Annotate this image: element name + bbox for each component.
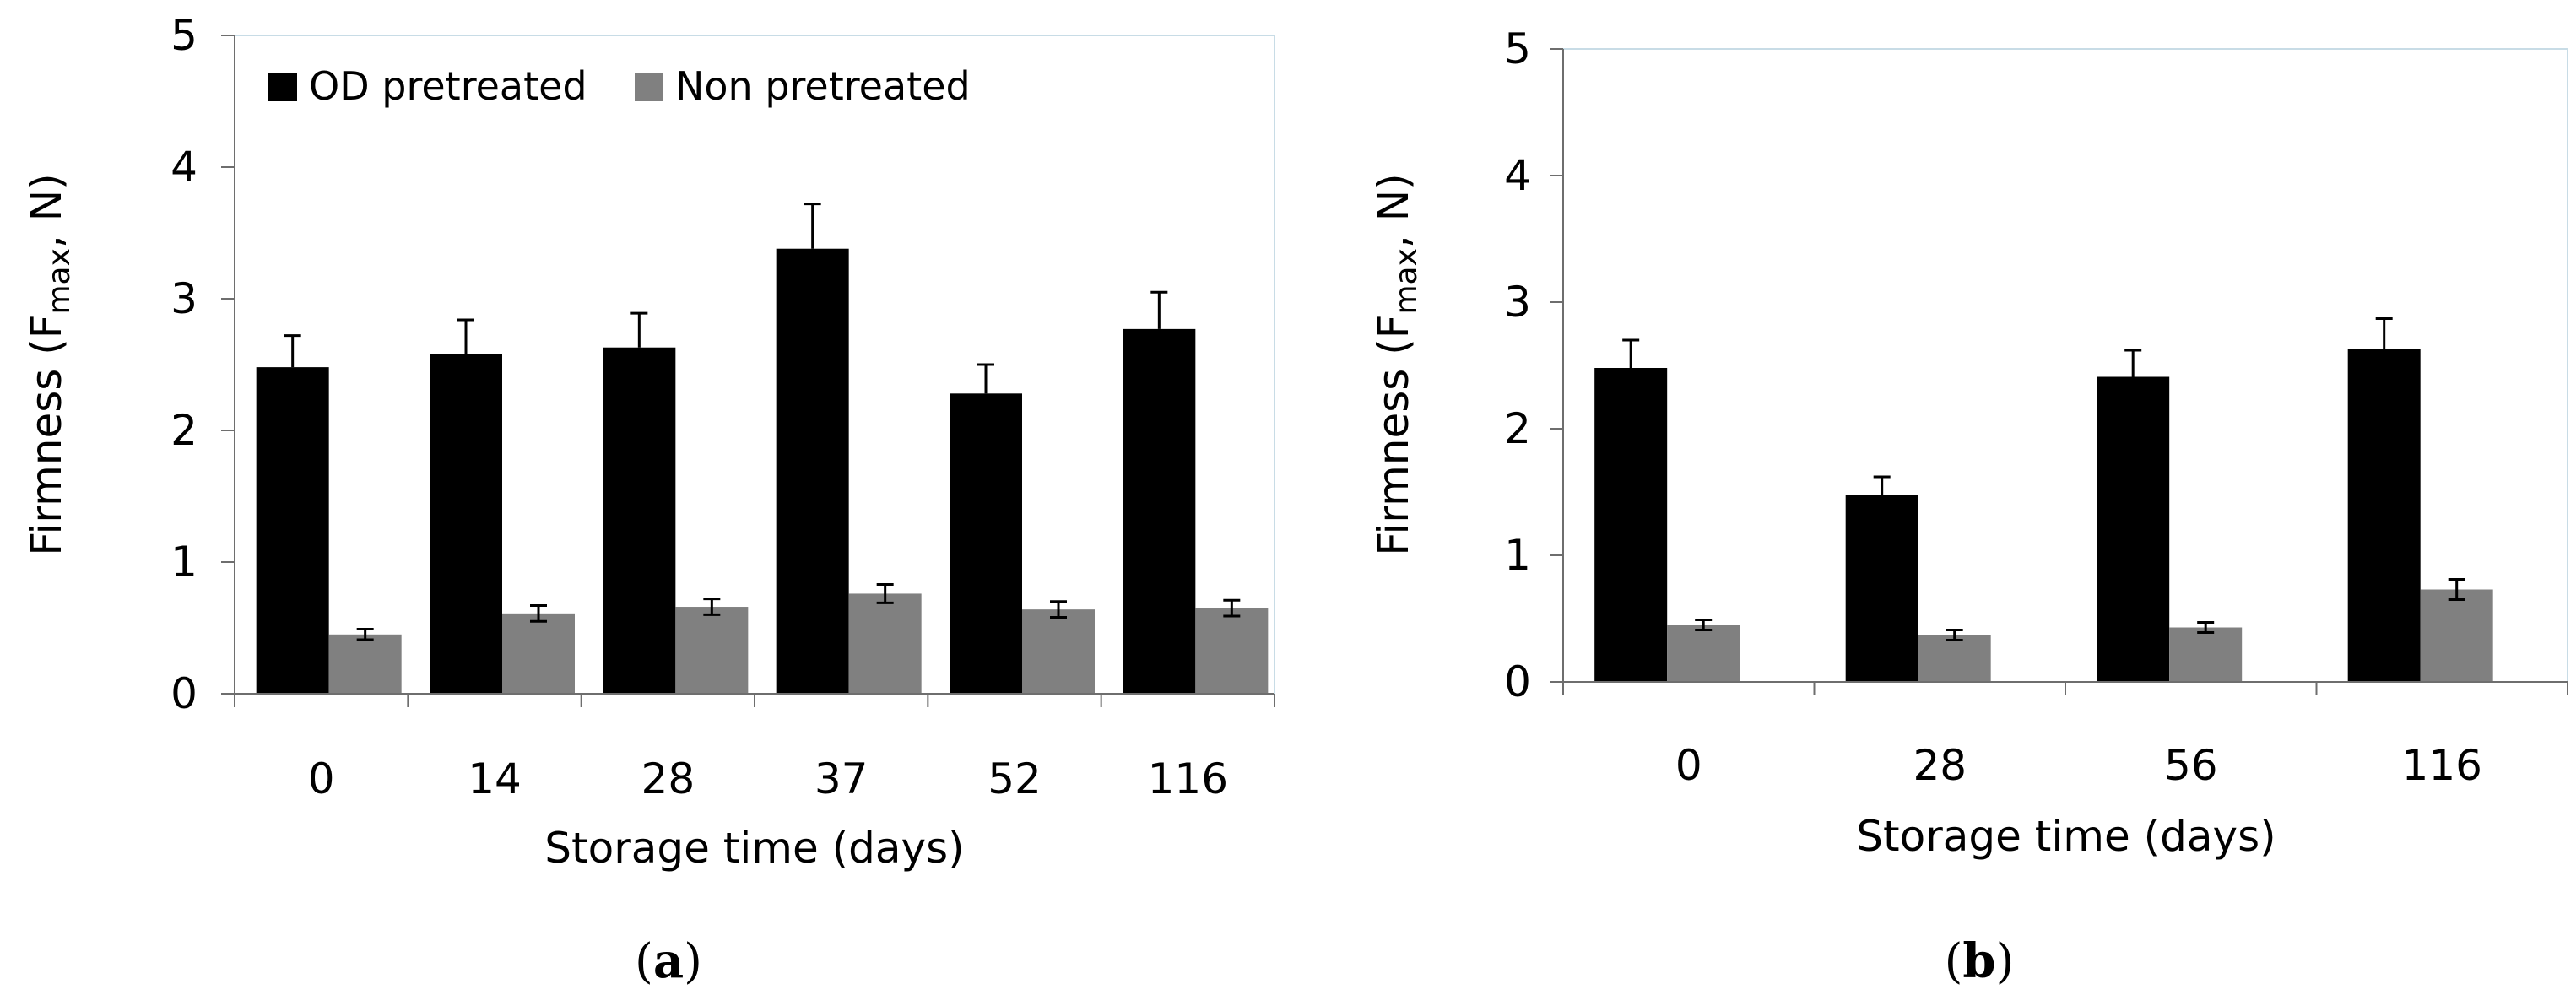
bar-non-pretreated <box>328 634 402 694</box>
y-tick-label: 2 <box>1504 404 1531 453</box>
bar-od-pretreated <box>1845 495 1918 682</box>
x-tick-label: 52 <box>988 754 1042 803</box>
panel-label-b-letter: b <box>1962 933 1995 989</box>
y-tick-label: 1 <box>170 538 198 587</box>
y-axis-title-b: Firmness (Fmax, N) <box>1369 173 1424 555</box>
plot-frame-a <box>234 35 1275 695</box>
y-tick-label: 1 <box>1504 531 1531 580</box>
legend-swatch-non <box>635 73 663 101</box>
bar-non-pretreated <box>675 607 749 694</box>
bar-od-pretreated <box>430 354 502 694</box>
bar-non-pretreated <box>848 593 922 694</box>
y-axis-title-sub-a: max <box>42 248 77 314</box>
x-tick-label: 28 <box>641 754 695 803</box>
legend: OD pretreated Non pretreated <box>268 63 971 109</box>
y-axis-title-sub-b: max <box>1389 248 1424 314</box>
y-tick-label: 3 <box>1504 278 1531 327</box>
y-axis-title-tail-b: , N) <box>1369 173 1418 248</box>
bar-non-pretreated <box>1667 625 1740 682</box>
chart-panel-a: 0 1 2 3 4 5 0 14 28 37 52 116 Firmness (Fmax, N) S… <box>22 11 1275 989</box>
y-tick-label: 4 <box>170 143 198 192</box>
x-tick-label: 14 <box>468 754 522 803</box>
y-tick-label: 0 <box>170 669 198 718</box>
x-axis-a: 0 14 28 37 52 116 <box>234 693 1275 803</box>
bar-od-pretreated <box>603 347 676 694</box>
chart-panel-b: 0 1 2 3 4 5 0 28 56 116 Firmness (Fmax, N) Stora… <box>1369 24 2568 989</box>
y-axis-title-a: Firmness (Fmax, N) <box>22 173 77 555</box>
bar-od-pretreated <box>1594 368 1668 682</box>
y-axis-title-tail-a: , N) <box>22 173 71 248</box>
y-tick-labels-b: 0 1 2 3 4 5 <box>1504 24 1564 706</box>
x-tick-label: 37 <box>814 754 869 803</box>
x-tick-label: 56 <box>2164 741 2218 790</box>
panel-label-a-letter: a <box>653 933 684 989</box>
x-axis-title-a: Storage time (days) <box>544 824 964 873</box>
y-tick-label: 5 <box>170 11 198 60</box>
x-axis-title-b: Storage time (days) <box>1856 812 2276 861</box>
y-axis-title-main-a: Firmness (F <box>22 315 71 556</box>
bar-non-pretreated <box>502 613 575 694</box>
x-tick-label: 0 <box>308 754 335 803</box>
bar-od-pretreated <box>950 393 1022 694</box>
bar-non-pretreated <box>2420 589 2493 682</box>
bar-od-pretreated <box>2097 376 2170 682</box>
legend-label-non: Non pretreated <box>675 63 971 109</box>
bar-non-pretreated <box>1022 609 1095 694</box>
bar-non-pretreated <box>2169 627 2243 682</box>
bar-od-pretreated <box>256 367 329 694</box>
bar-non-pretreated <box>1918 635 1991 682</box>
bar-od-pretreated <box>2347 349 2421 682</box>
y-tick-label: 3 <box>170 274 198 323</box>
y-axis-title-main-b: Firmness (F <box>1369 315 1418 556</box>
panel-label-b: (b) <box>1945 933 2015 989</box>
y-tick-label: 4 <box>1504 151 1531 200</box>
legend-label-od: OD pretreated <box>309 63 587 109</box>
x-axis-b: 0 28 56 116 <box>1562 681 2568 790</box>
legend-swatch-od <box>268 73 297 101</box>
x-tick-label: 0 <box>1675 741 1702 790</box>
y-tick-label: 5 <box>1504 24 1531 73</box>
bar-od-pretreated <box>776 248 849 695</box>
y-tick-label: 2 <box>170 406 198 455</box>
bars-a <box>256 203 1269 695</box>
panel-label-a: (a) <box>635 933 702 989</box>
y-tick-label: 0 <box>1504 657 1531 706</box>
y-tick-labels-a: 0 1 2 3 4 5 <box>170 11 235 718</box>
bars-b <box>1594 317 2493 682</box>
x-tick-label: 28 <box>1913 741 1967 790</box>
bar-non-pretreated <box>1195 608 1269 694</box>
bar-od-pretreated <box>1123 328 1196 694</box>
x-tick-label: 116 <box>2402 741 2482 790</box>
x-tick-label: 116 <box>1148 754 1228 803</box>
